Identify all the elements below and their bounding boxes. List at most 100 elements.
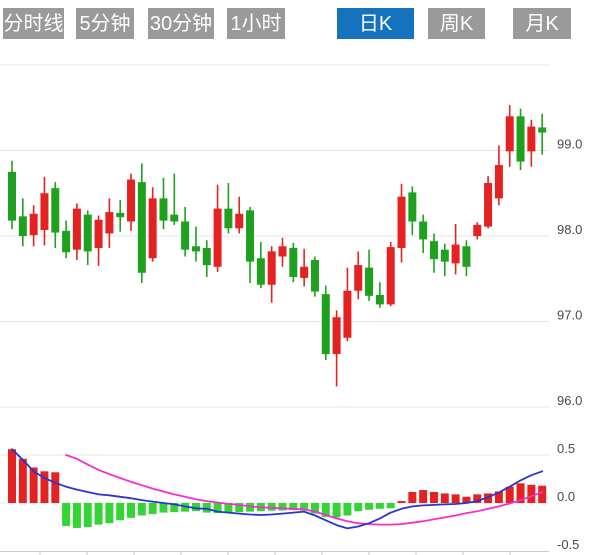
candle-body — [386, 247, 395, 305]
tab-label: 周K — [439, 12, 474, 35]
candle-body — [116, 212, 125, 218]
macd-bar — [397, 501, 406, 503]
candle-body — [408, 192, 417, 222]
candle-body — [83, 214, 92, 252]
candle-body — [343, 290, 352, 338]
candle-body — [256, 258, 265, 285]
tab-weekly-k[interactable]: 周K — [428, 8, 485, 39]
candle-body — [365, 267, 374, 296]
candle-body — [18, 216, 27, 236]
macd-bar — [321, 503, 330, 517]
tab-label: 日K — [358, 12, 393, 35]
macd-bar — [202, 503, 211, 513]
candle-body — [397, 196, 406, 248]
macd-bar — [516, 483, 525, 503]
macd-bar — [278, 503, 287, 511]
value-axis-labels: 99.0 98.0 97.0 96.0 0.5 0.0 -0.5 — [557, 137, 582, 553]
candle-body — [148, 198, 157, 259]
candle-body — [516, 116, 525, 162]
tab-monthly-k[interactable]: 月K — [513, 8, 571, 39]
tab-5min[interactable]: 5分钟 — [76, 8, 134, 39]
macd-bar — [300, 503, 309, 511]
macd-bar — [246, 503, 255, 512]
macd-bar — [213, 503, 222, 514]
macd-bar — [473, 494, 482, 503]
tab-label: 分时线 — [3, 12, 64, 35]
candle-body — [484, 182, 493, 227]
candle-body — [224, 208, 233, 229]
macd-histogram — [8, 449, 547, 528]
candle-body — [527, 126, 536, 152]
candle-body — [354, 265, 363, 291]
macd-bar — [159, 503, 168, 513]
candle-body — [105, 212, 114, 234]
axis-tick-label: 97.0 — [557, 308, 582, 323]
macd-bar — [440, 493, 449, 503]
tab-1hour[interactable]: 1小时 — [227, 8, 285, 39]
macd-bar — [365, 503, 374, 510]
candlesticks — [8, 105, 547, 387]
timeframe-tabbar: 分时线 5分钟 30分钟 1小时 日K 周K 月K — [0, 0, 601, 50]
macd-bar — [289, 503, 298, 511]
candle-body — [505, 116, 514, 152]
tab-label: 月K — [525, 12, 559, 35]
tab-30min[interactable]: 30分钟 — [148, 8, 214, 39]
tab-daily-k[interactable]: 日K — [337, 8, 414, 39]
candle-body — [462, 246, 471, 267]
macd-bar — [62, 503, 71, 527]
tab-label: 5分钟 — [79, 12, 131, 35]
macd-bar — [148, 503, 157, 515]
candle-body — [137, 182, 146, 273]
axis-tick-label: 96.0 — [557, 393, 582, 408]
macd-bar — [462, 496, 471, 503]
macd-bar — [51, 472, 60, 503]
candle-body — [321, 294, 330, 354]
macd-bar — [538, 485, 547, 503]
tab-label: 30分钟 — [149, 12, 213, 35]
candle-body — [332, 317, 341, 354]
macd-bar — [343, 503, 352, 516]
macd-bar — [310, 503, 319, 514]
candle-body — [191, 246, 200, 252]
macd-bar — [116, 503, 125, 521]
candle-body — [451, 244, 460, 264]
candle-body — [289, 247, 298, 278]
axis-tick-label: 99.0 — [557, 137, 582, 152]
macd-bar — [505, 486, 514, 503]
candle-body — [310, 259, 319, 292]
candle-body — [278, 246, 287, 257]
macd-bar — [224, 503, 233, 513]
candle-body — [40, 193, 49, 231]
candle-body — [235, 213, 244, 229]
tab-minute-line[interactable]: 分时线 — [3, 8, 64, 39]
macd-bar — [137, 503, 146, 516]
macd-bar — [484, 493, 493, 503]
candle-body — [29, 213, 38, 236]
dea-line — [65, 454, 544, 526]
macd-bar — [18, 458, 27, 503]
candle-body — [202, 247, 211, 266]
macd-bar — [40, 471, 49, 503]
candle-body — [159, 198, 168, 221]
macd-bar — [83, 503, 92, 527]
macd-bar — [527, 484, 536, 503]
candle-body — [72, 208, 81, 250]
dif-line — [11, 448, 544, 530]
macd-bar — [170, 503, 179, 513]
macd-bar — [494, 491, 503, 503]
candle-body — [246, 210, 255, 262]
candle-body — [170, 214, 179, 222]
macd-bar — [235, 503, 244, 513]
candle-body — [494, 165, 503, 199]
time-axis — [0, 551, 549, 555]
candle-body — [419, 221, 428, 240]
axis-tick-label: 98.0 — [557, 222, 582, 237]
macd-bar — [191, 503, 200, 512]
candle-body — [8, 171, 16, 221]
macd-bar — [29, 467, 38, 503]
macd-bar — [451, 494, 460, 503]
macd-bar — [127, 503, 136, 518]
macd-bar — [8, 449, 16, 503]
tab-label: 1小时 — [230, 12, 282, 35]
